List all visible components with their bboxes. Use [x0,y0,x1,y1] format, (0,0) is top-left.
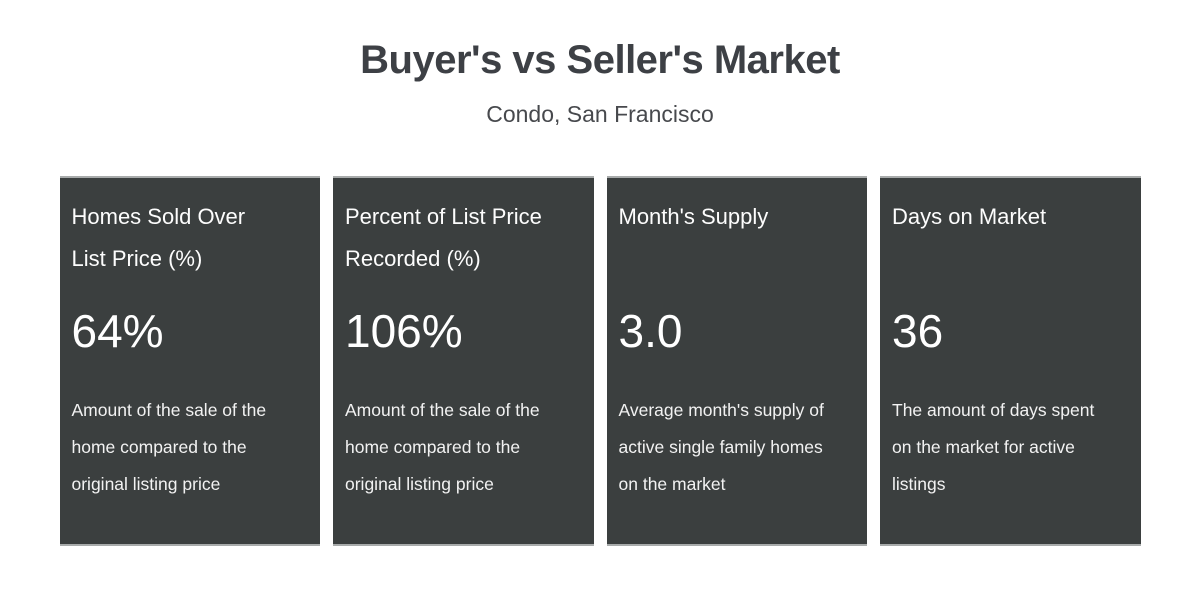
stat-card-row: Homes Sold Over List Price (%) 64% Amoun… [59,176,1141,546]
page-subtitle: Condo, San Francisco [486,101,714,127]
card-title: Month's Supply [618,204,769,229]
card-title: Days on Market [892,204,1047,229]
card-description: Amount of the sale of the home compared … [345,400,540,494]
stat-card-days-on-market: Days on Market 36 The amount of days spe… [880,176,1141,546]
card-description: Average month's supply of active single … [618,400,824,494]
card-value: 64% [71,305,164,357]
card-description: Amount of the sale of the home compared … [71,400,267,494]
card-title: Homes Sold Over List Price (%) [71,204,246,271]
page-title: Buyer's vs Seller's Market [360,38,840,82]
stat-card-homes-sold-over-list-price: Homes Sold Over List Price (%) 64% Amoun… [59,176,320,546]
card-description: The amount of days spent on the market f… [892,400,1095,494]
header: Buyer's vs Seller's Market Condo, San Fr… [0,0,1200,128]
card-value: 106% [345,305,463,357]
card-value: 36 [892,305,944,357]
card-value: 3.0 [618,305,683,357]
card-title: Percent of List Price Recorded (%) [345,204,542,271]
stat-card-months-supply: Month's Supply 3.0 Average month's suppl… [606,176,867,546]
stat-card-percent-of-list-price: Percent of List Price Recorded (%) 106% … [333,176,594,546]
